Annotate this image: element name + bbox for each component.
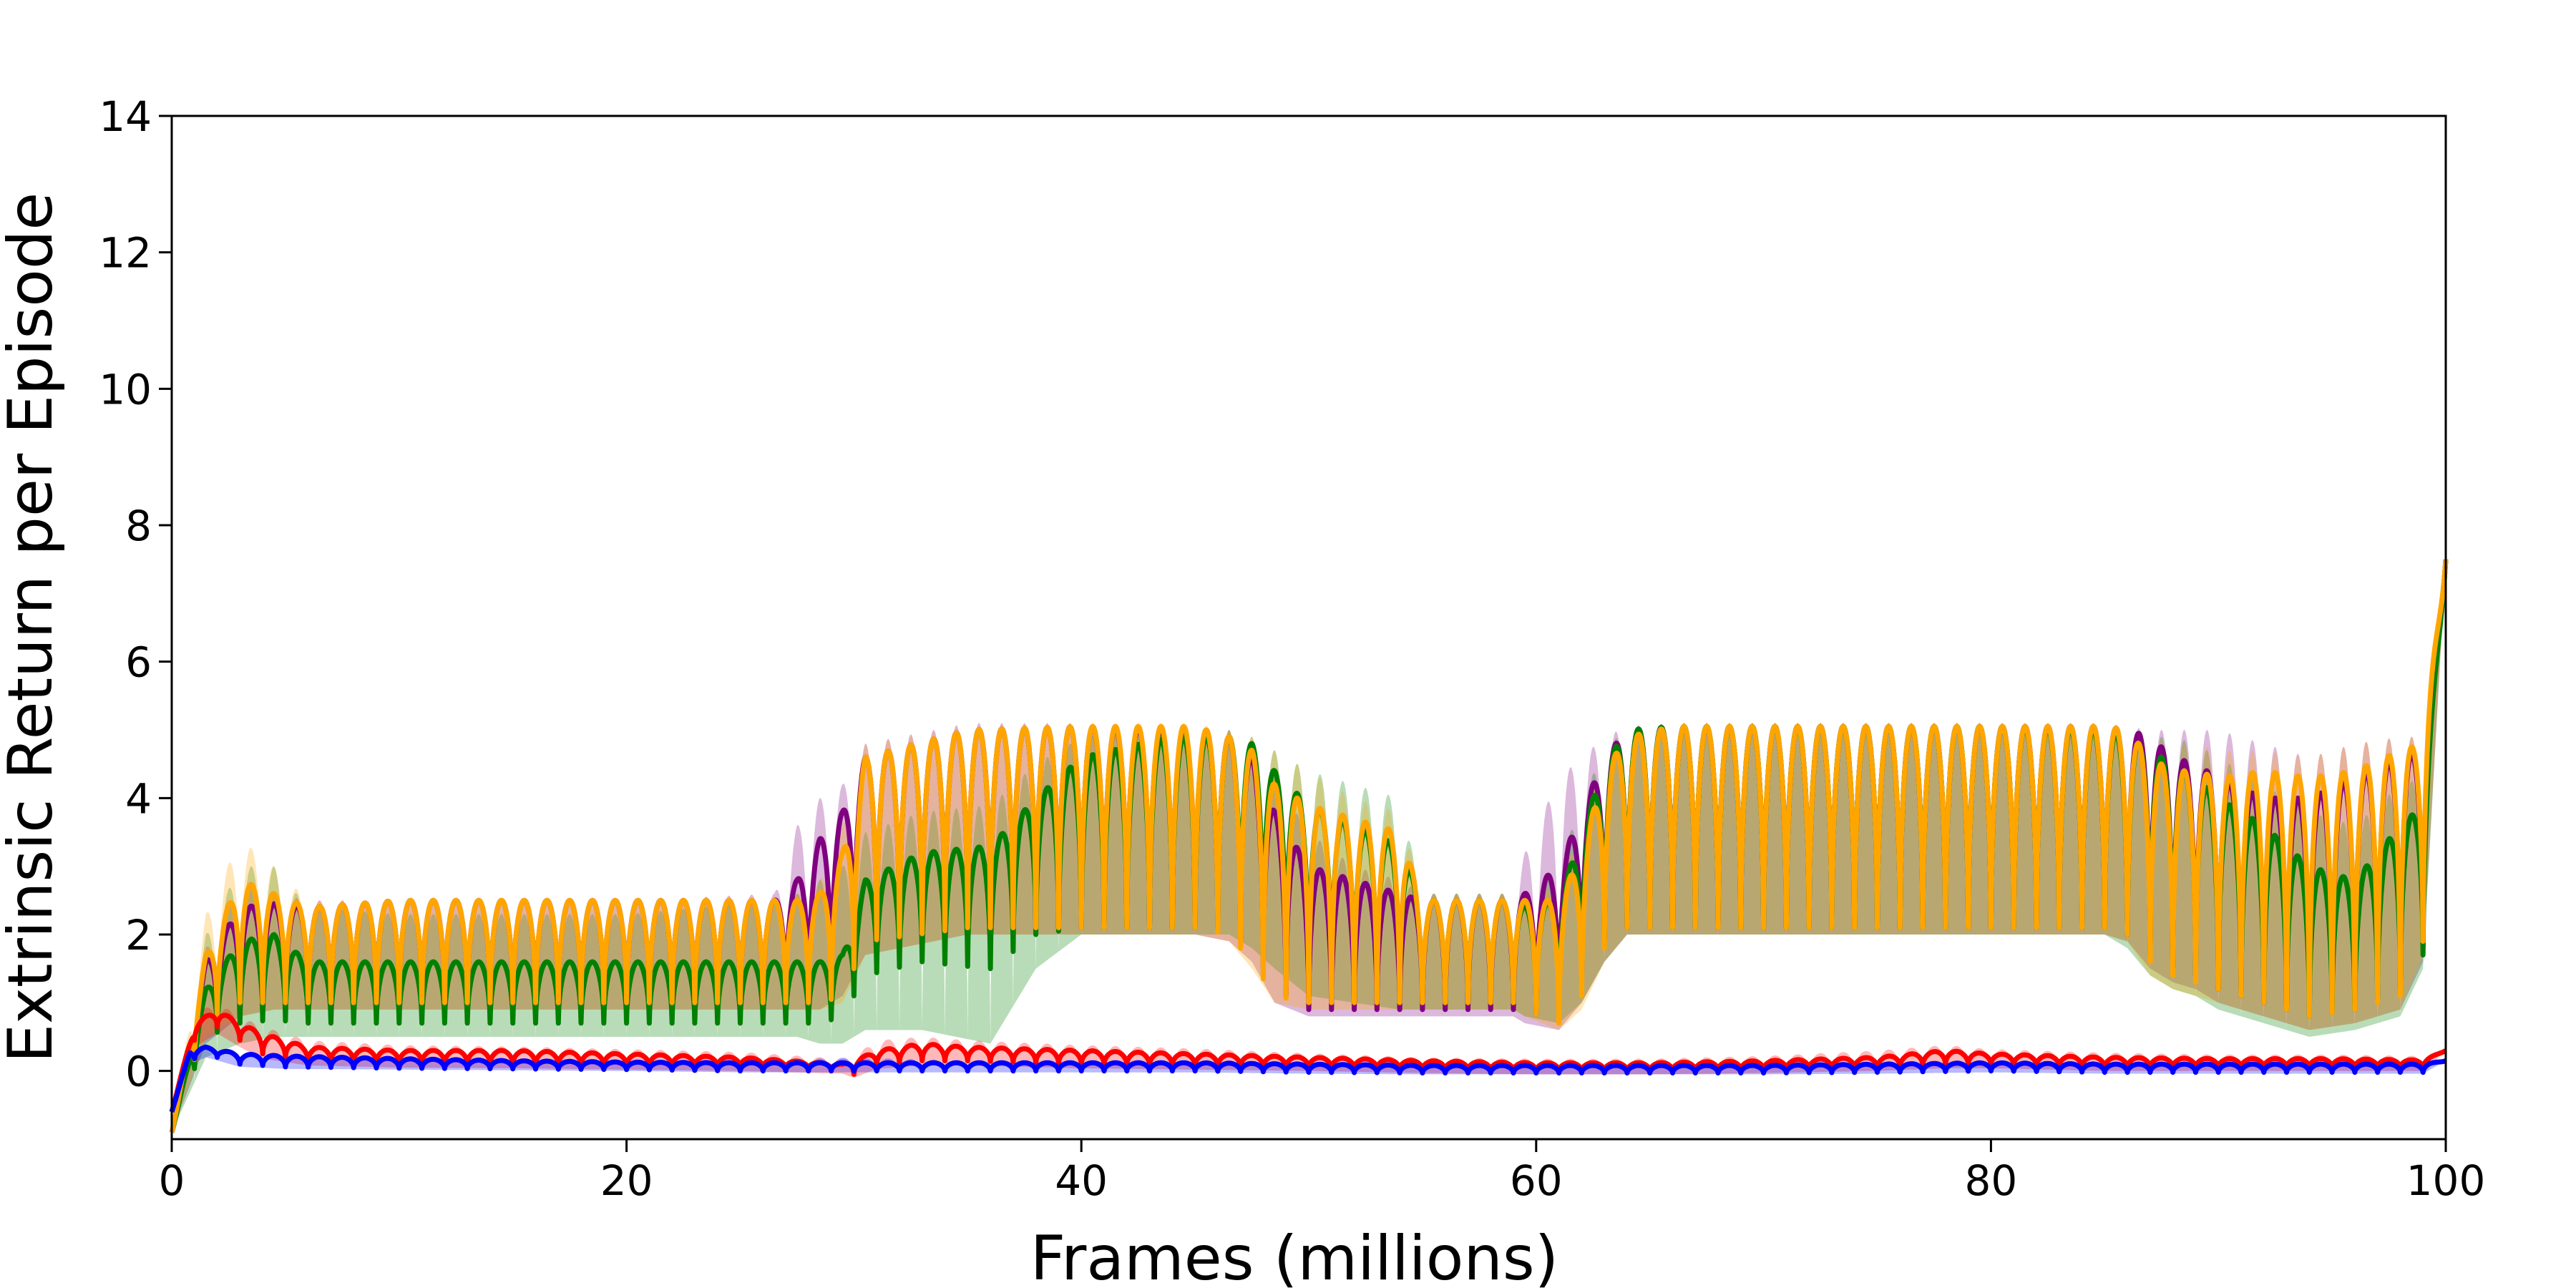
y-tick-label: 8	[125, 502, 152, 550]
y-axis: 0 2 4 6 8 10 12 14	[99, 92, 172, 1096]
y-tick-label: 4	[125, 774, 152, 823]
x-tick-label: 40	[1055, 1156, 1108, 1205]
y-tick-label: 6	[125, 638, 152, 687]
y-tick-label: 0	[125, 1048, 152, 1096]
y-tick-label: 2	[125, 911, 152, 960]
y-tick-label: 14	[99, 92, 152, 141]
x-tick-label: 100	[2406, 1156, 2486, 1205]
x-tick-label: 0	[159, 1156, 185, 1205]
x-tick-label: 80	[1964, 1156, 2017, 1205]
x-tick-label: 60	[1510, 1156, 1563, 1205]
y-tick-label: 12	[99, 229, 152, 278]
x-axis-label: Frames (millions)	[1030, 1223, 1558, 1288]
y-axis-label: Extrinsic Return per Episode	[0, 192, 67, 1063]
series-lines	[169, 559, 2449, 1133]
plot-frame	[170, 114, 2447, 1141]
x-tick-label: 20	[600, 1156, 653, 1205]
y-tick-label: 10	[99, 365, 152, 414]
series-line-5	[169, 1044, 2448, 1113]
series-line-3	[169, 559, 2449, 1133]
x-axis: 0 20 40 60 80 100	[159, 1139, 2486, 1205]
